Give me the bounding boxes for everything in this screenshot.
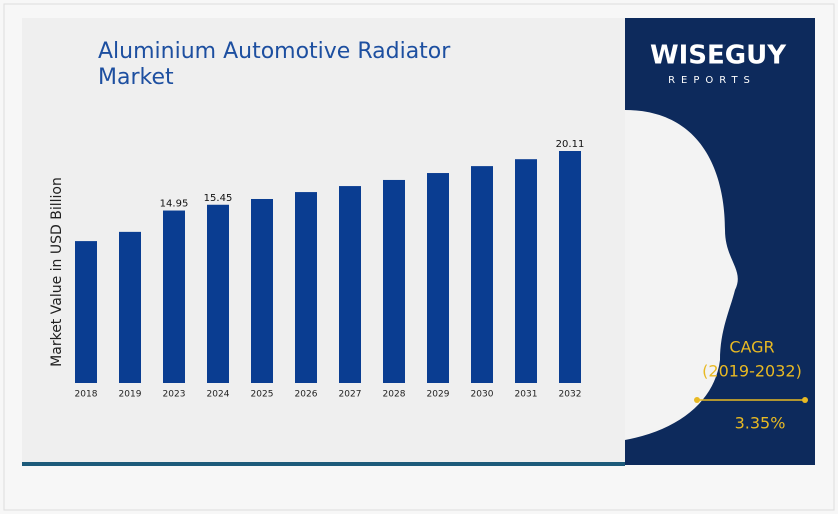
bar <box>339 186 361 383</box>
brand-name: WISEGUY <box>650 41 787 71</box>
cagr-period: (2019-2032) <box>702 362 802 381</box>
y-axis-label: Market Value in USD Billion <box>49 177 65 367</box>
value-label: 15.45 <box>204 193 233 204</box>
x-tick-label: 2027 <box>339 390 362 400</box>
bar <box>75 241 97 383</box>
bottom-rule <box>22 462 625 466</box>
x-tick-label: 2023 <box>163 390 186 400</box>
chart: Aluminium Automotive RadiatorMarket Mark… <box>0 0 838 514</box>
bar <box>427 173 449 383</box>
cagr-dot <box>802 397 808 403</box>
x-tick-label: 2026 <box>295 390 318 400</box>
x-tick-label: 2018 <box>75 390 98 400</box>
x-tick-label: 2024 <box>207 390 230 400</box>
bar <box>207 205 229 383</box>
bar <box>383 180 405 383</box>
page: Aluminium Automotive RadiatorMarket Mark… <box>0 0 838 514</box>
cagr-label: CAGR <box>729 338 774 357</box>
bar <box>119 232 141 383</box>
cagr-dot <box>694 397 700 403</box>
brand-tagline: REPORTS <box>668 75 756 86</box>
bar <box>251 199 273 383</box>
x-tick-label: 2029 <box>427 390 450 400</box>
value-label: 14.95 <box>160 199 189 210</box>
bar <box>559 151 581 383</box>
bar <box>471 166 493 383</box>
cagr-value: 3.35% <box>735 414 786 433</box>
bar <box>295 192 317 383</box>
x-tick-label: 2031 <box>515 390 538 400</box>
x-tick-label: 2019 <box>119 390 142 400</box>
bar <box>163 211 185 383</box>
x-tick-label: 2028 <box>383 390 406 400</box>
x-tick-label: 2025 <box>251 390 274 400</box>
value-label: 20.11 <box>556 139 585 150</box>
bar <box>515 159 537 383</box>
x-tick-label: 2032 <box>559 390 582 400</box>
x-tick-label: 2030 <box>471 390 494 400</box>
